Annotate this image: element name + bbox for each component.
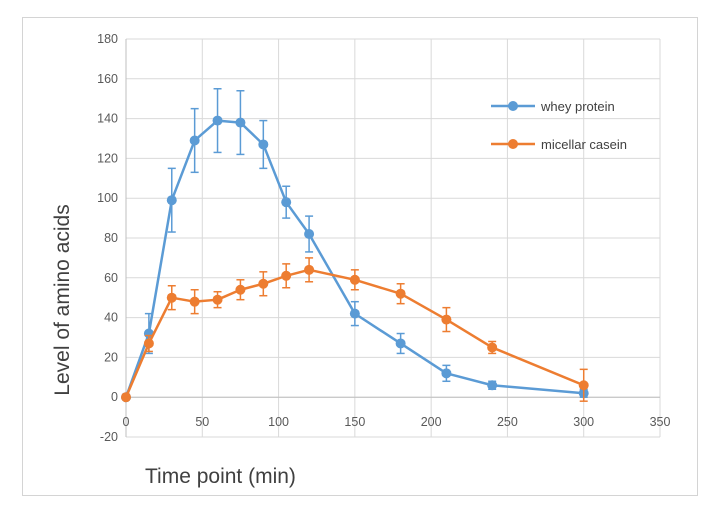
data-point: [166, 292, 177, 303]
series-micellar-casein: [121, 257, 589, 403]
data-point: [189, 135, 200, 146]
y-tick-label: 80: [104, 231, 118, 245]
x-tick-label: 100: [268, 415, 289, 429]
data-point: [441, 314, 452, 325]
data-point: [487, 380, 498, 391]
series-whey-protein: [121, 88, 589, 403]
x-tick-label: 150: [344, 415, 365, 429]
data-point: [258, 278, 269, 289]
data-point: [212, 115, 223, 126]
data-point: [212, 294, 223, 305]
data-point: [578, 380, 589, 391]
line-chart: -20 0 20 40 60 80 100 120 140 160 180 0 50 100 150 200 2…: [51, 32, 670, 488]
data-point: [395, 338, 406, 349]
legend: whey protein micellar casein: [491, 99, 627, 152]
series-line: [124, 119, 584, 398]
y-tick-label: 160: [97, 72, 118, 86]
series-group: [121, 88, 589, 403]
data-point: [189, 296, 200, 307]
data-point: [349, 308, 360, 319]
data-point: [349, 274, 360, 285]
legend-label: whey protein: [540, 99, 615, 114]
data-point: [235, 284, 246, 295]
data-point: [143, 338, 154, 349]
y-tick-label: 120: [97, 151, 118, 165]
y-axis-title: Level of amino acids: [51, 204, 74, 395]
legend-marker: [508, 101, 518, 111]
y-tick-label: 100: [97, 191, 118, 205]
y-tick-label: 40: [104, 311, 118, 325]
data-point: [441, 368, 452, 379]
legend-item: micellar casein: [491, 137, 627, 152]
data-point: [487, 342, 498, 353]
x-tick-label: 0: [123, 415, 130, 429]
data-point: [395, 288, 406, 299]
axes: [125, 39, 660, 437]
x-tick-label: 300: [573, 415, 594, 429]
data-point: [281, 197, 292, 208]
x-tick-label: 250: [497, 415, 518, 429]
data-point: [121, 392, 131, 403]
legend-item: whey protein: [491, 99, 615, 114]
x-tick-label: 350: [650, 415, 671, 429]
y-tick-label: 180: [97, 32, 118, 46]
data-point: [304, 229, 315, 240]
data-point: [235, 117, 246, 128]
y-tick-label: 140: [97, 112, 118, 126]
y-tick-label: 60: [104, 271, 118, 285]
x-tick-label: 200: [421, 415, 442, 429]
legend-label: micellar casein: [541, 137, 627, 152]
y-tick-label: 0: [111, 390, 118, 404]
y-tick-label: 20: [104, 350, 118, 364]
x-axis-title: Time point (min): [145, 465, 296, 488]
tick-labels: -20 0 20 40 60 80 100 120 140 160 180 0 50 100 150 200 2…: [97, 32, 670, 444]
data-point: [258, 139, 269, 150]
chart-frame: -20 0 20 40 60 80 100 120 140 160 180 0 50 100 150 200 2…: [22, 17, 698, 496]
data-point: [281, 270, 292, 281]
y-tick-label: -20: [100, 430, 118, 444]
data-point: [166, 195, 177, 206]
data-point: [304, 264, 315, 275]
x-tick-label: 50: [195, 415, 209, 429]
legend-marker: [508, 139, 518, 149]
